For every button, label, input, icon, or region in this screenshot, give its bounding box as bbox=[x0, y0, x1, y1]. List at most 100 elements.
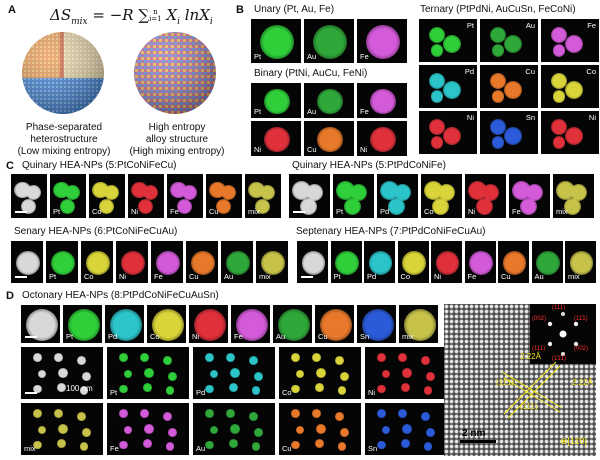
particle-6 bbox=[33, 384, 43, 394]
particle-1 bbox=[104, 184, 120, 200]
zone-axis-label: ⊗[11̄0] bbox=[560, 436, 587, 446]
fft-label-1: (002) bbox=[532, 316, 547, 322]
particle-7 bbox=[57, 439, 66, 448]
ternary-title: Ternary (PtPdNi, AuCuSn, FeCoNi) bbox=[420, 4, 576, 15]
element-label: Pd bbox=[367, 272, 377, 281]
element-label: Cu bbox=[209, 207, 219, 216]
map-tile-pt: Pt bbox=[62, 304, 103, 344]
particle-2 bbox=[475, 197, 493, 215]
element-label: Fe bbox=[234, 332, 243, 341]
particle-5 bbox=[340, 428, 349, 437]
element-label: Pt bbox=[66, 332, 74, 341]
scale-bar bbox=[25, 336, 37, 338]
phase-separated-sphere bbox=[22, 32, 104, 114]
map-tile-ni: Ni bbox=[250, 120, 302, 157]
map-tile-pt: Pt bbox=[332, 173, 375, 219]
particle-0 bbox=[317, 88, 343, 115]
lattice-lines bbox=[460, 361, 563, 443]
particle-2 bbox=[249, 412, 258, 421]
element-label: Cu bbox=[307, 145, 317, 154]
particle-0 bbox=[259, 24, 295, 60]
particle-1 bbox=[504, 126, 522, 145]
element-label: Au bbox=[534, 272, 544, 281]
fft-label-4: (111) bbox=[532, 346, 546, 352]
high-entropy-sphere bbox=[134, 32, 216, 114]
map-tile-pd: Pd bbox=[363, 240, 396, 284]
particle-7 bbox=[143, 439, 152, 448]
particle-1 bbox=[443, 34, 461, 53]
particle-0 bbox=[550, 118, 568, 135]
particle-2 bbox=[20, 198, 36, 214]
map-tile-haadf bbox=[10, 173, 48, 219]
map-tile-au: Au bbox=[192, 402, 276, 456]
element-label: Fe bbox=[512, 207, 521, 216]
particle-0 bbox=[109, 309, 142, 341]
map-tile-mix: mix bbox=[244, 173, 282, 219]
particle-0 bbox=[151, 309, 184, 341]
particle-0 bbox=[502, 251, 527, 275]
fft-label-2: (111) bbox=[552, 305, 566, 311]
map-tile-fe: Fe bbox=[166, 173, 204, 219]
particle-1 bbox=[26, 184, 42, 200]
particle-0 bbox=[368, 251, 393, 275]
particle-2 bbox=[299, 197, 317, 215]
particle-2 bbox=[343, 197, 361, 215]
particle-1 bbox=[526, 183, 544, 201]
map-tile-mix: mix bbox=[398, 304, 439, 344]
particle-2 bbox=[98, 198, 114, 214]
map-tile-fe: Fe bbox=[508, 173, 551, 219]
particle-2 bbox=[491, 90, 505, 103]
particle-2 bbox=[519, 197, 537, 215]
particle-4 bbox=[58, 424, 68, 434]
particle-0 bbox=[119, 353, 129, 363]
particle-1 bbox=[182, 184, 198, 200]
particle-1 bbox=[565, 80, 583, 99]
particle-0 bbox=[119, 409, 129, 419]
element-label: Pt bbox=[110, 388, 118, 397]
map-tile-ni: Ni bbox=[188, 304, 229, 344]
particle-2 bbox=[249, 356, 258, 365]
particle-1 bbox=[260, 184, 276, 200]
particle-1 bbox=[482, 183, 500, 201]
element-label: Cu bbox=[318, 332, 328, 341]
particle-1 bbox=[306, 183, 324, 201]
map-tile-fe: Fe bbox=[540, 18, 600, 63]
particle-5 bbox=[82, 428, 91, 437]
particle-0 bbox=[260, 250, 286, 276]
particle-8 bbox=[251, 385, 261, 395]
map-tile-co: Co bbox=[540, 64, 600, 109]
map-tile-pt: Pt bbox=[49, 173, 87, 219]
map-tile-fe: Fe bbox=[356, 82, 408, 119]
particle-1 bbox=[140, 353, 150, 363]
particle-4 bbox=[144, 368, 154, 378]
particle-2 bbox=[176, 198, 192, 214]
particle-5 bbox=[82, 372, 91, 381]
particle-0 bbox=[317, 126, 343, 153]
map-tile-au: Au bbox=[479, 18, 539, 63]
element-label: Sn bbox=[368, 444, 378, 453]
d-spacing-1: 2.22Å bbox=[520, 352, 541, 361]
particle-4 bbox=[316, 368, 326, 378]
particle-3 bbox=[123, 425, 133, 435]
entropy-equation: ΔSmix = −R ∑ n i=1 Xi lnXi bbox=[50, 6, 213, 27]
map-tile-co: Co bbox=[80, 240, 114, 284]
map-tile-au: Au bbox=[530, 240, 564, 284]
element-label: Fe bbox=[587, 21, 596, 30]
particle-7 bbox=[229, 439, 238, 448]
particle-1 bbox=[398, 353, 408, 363]
element-label: Pt bbox=[466, 21, 474, 30]
particle-0 bbox=[190, 250, 216, 276]
panel-c-letter: C bbox=[6, 160, 14, 172]
element-label: Ni bbox=[434, 272, 442, 281]
element-label: Fe bbox=[467, 272, 477, 281]
particle-8 bbox=[337, 441, 347, 451]
element-label: Cu bbox=[525, 67, 535, 76]
map-tile-ni: Ni bbox=[418, 110, 478, 155]
particle-5 bbox=[426, 372, 435, 381]
map-tile-co: Co bbox=[88, 173, 126, 219]
particle-0 bbox=[291, 409, 301, 419]
quinary2-title: Quinary HEA-NPs (5:PtPdCoNiFe) bbox=[292, 160, 446, 171]
particle-0 bbox=[25, 309, 58, 341]
element-label: Fe bbox=[170, 207, 179, 216]
particle-0 bbox=[403, 309, 436, 341]
